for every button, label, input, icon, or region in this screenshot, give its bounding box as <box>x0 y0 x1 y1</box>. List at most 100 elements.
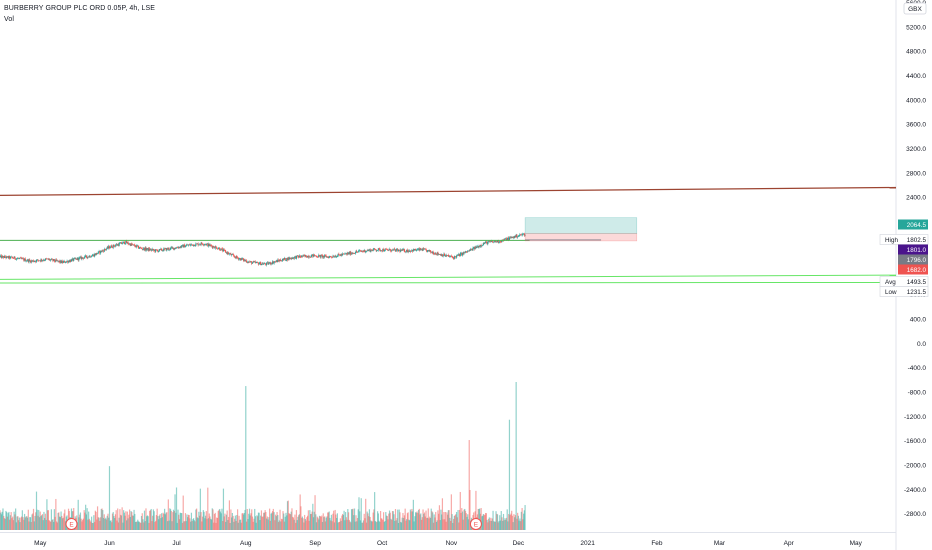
volume-bar <box>178 519 181 530</box>
volume-bar <box>149 510 152 530</box>
volume-bar <box>24 517 26 530</box>
volume-bar <box>163 513 165 530</box>
volume-bar <box>502 513 505 530</box>
candle <box>167 248 169 250</box>
volume-bar <box>492 510 494 530</box>
volume-bar <box>22 517 24 530</box>
volume-bar <box>23 513 26 530</box>
volume-bar <box>257 512 260 530</box>
volume-bar <box>15 508 17 530</box>
candle <box>350 253 353 255</box>
volume-bar <box>197 518 199 530</box>
candle <box>31 260 33 262</box>
volume-bar <box>368 516 370 530</box>
volume-bar <box>144 521 146 530</box>
candle <box>169 247 172 250</box>
volume-bar <box>31 514 33 530</box>
volume-bar <box>405 520 407 530</box>
x-tick-label: Mar <box>714 540 726 547</box>
candle <box>300 256 302 258</box>
candle <box>442 255 444 257</box>
candle <box>158 250 160 252</box>
volume-bar <box>138 521 140 530</box>
candle <box>193 244 195 247</box>
volume-bar <box>54 516 56 530</box>
candle <box>62 261 64 263</box>
candle <box>64 262 67 264</box>
candle <box>40 259 42 262</box>
volume-bar <box>38 517 41 530</box>
volume-bar <box>166 521 169 530</box>
candle <box>90 256 92 258</box>
volume-bar <box>20 517 22 530</box>
volume-bar <box>359 511 361 530</box>
volume-bar <box>407 512 409 530</box>
volume-bar <box>6 516 9 530</box>
candle <box>289 257 292 259</box>
candle <box>278 260 280 262</box>
candle <box>228 252 230 255</box>
candle <box>451 256 453 258</box>
volume-bar <box>344 520 346 530</box>
candle <box>0 255 2 257</box>
volume-bar <box>329 517 331 530</box>
volume-bar <box>164 508 166 530</box>
volume-bar <box>139 522 141 530</box>
volume-bar <box>47 510 50 530</box>
candle <box>213 247 216 249</box>
candle <box>107 246 109 249</box>
volume-bar <box>252 521 254 530</box>
volume-bar <box>326 516 328 530</box>
volume-bar <box>186 514 188 530</box>
volume-bar <box>508 514 510 530</box>
volume-bar <box>496 514 499 530</box>
volume-bar <box>115 510 117 530</box>
volume-bar <box>370 520 372 530</box>
candle <box>123 241 125 243</box>
candle <box>286 258 288 261</box>
candle <box>356 251 359 253</box>
volume-bar <box>239 519 241 530</box>
position-stop-zone <box>524 233 638 242</box>
volume-bar <box>429 517 432 530</box>
volume-bar <box>97 517 99 530</box>
candle <box>392 249 394 251</box>
candle <box>234 256 236 258</box>
volume-bar <box>137 521 140 530</box>
candle <box>143 247 146 251</box>
volume-bar <box>388 513 390 530</box>
candle <box>225 252 228 253</box>
volume-bar <box>461 511 464 530</box>
candle <box>178 247 180 249</box>
volume-bar <box>150 508 152 530</box>
volume-bar <box>179 512 181 530</box>
volume-bar <box>333 522 336 530</box>
y-tick-label: -1200.0 <box>904 414 926 421</box>
volume-bar <box>334 509 336 530</box>
volume-bar <box>467 514 469 530</box>
candle <box>524 234 526 236</box>
volume-bar <box>501 517 503 530</box>
volume-bar <box>8 511 10 530</box>
volume-bar <box>270 513 272 530</box>
volume-bar <box>79 514 81 530</box>
candle <box>70 260 72 262</box>
volume-bar <box>30 521 32 530</box>
candle <box>159 249 161 250</box>
volume-bar <box>157 516 159 530</box>
candle <box>184 244 186 248</box>
volume-bar <box>131 515 134 530</box>
volume-bar <box>99 517 102 530</box>
candle <box>286 258 289 261</box>
volume-bar <box>142 519 144 530</box>
candle <box>251 261 253 264</box>
candle <box>319 255 321 258</box>
volume-bar <box>511 515 514 530</box>
candle <box>3 256 5 258</box>
price-badge-value: 1796.0 <box>907 257 927 264</box>
volume-bar <box>249 515 251 530</box>
candle <box>402 249 404 251</box>
candle <box>0 255 3 258</box>
